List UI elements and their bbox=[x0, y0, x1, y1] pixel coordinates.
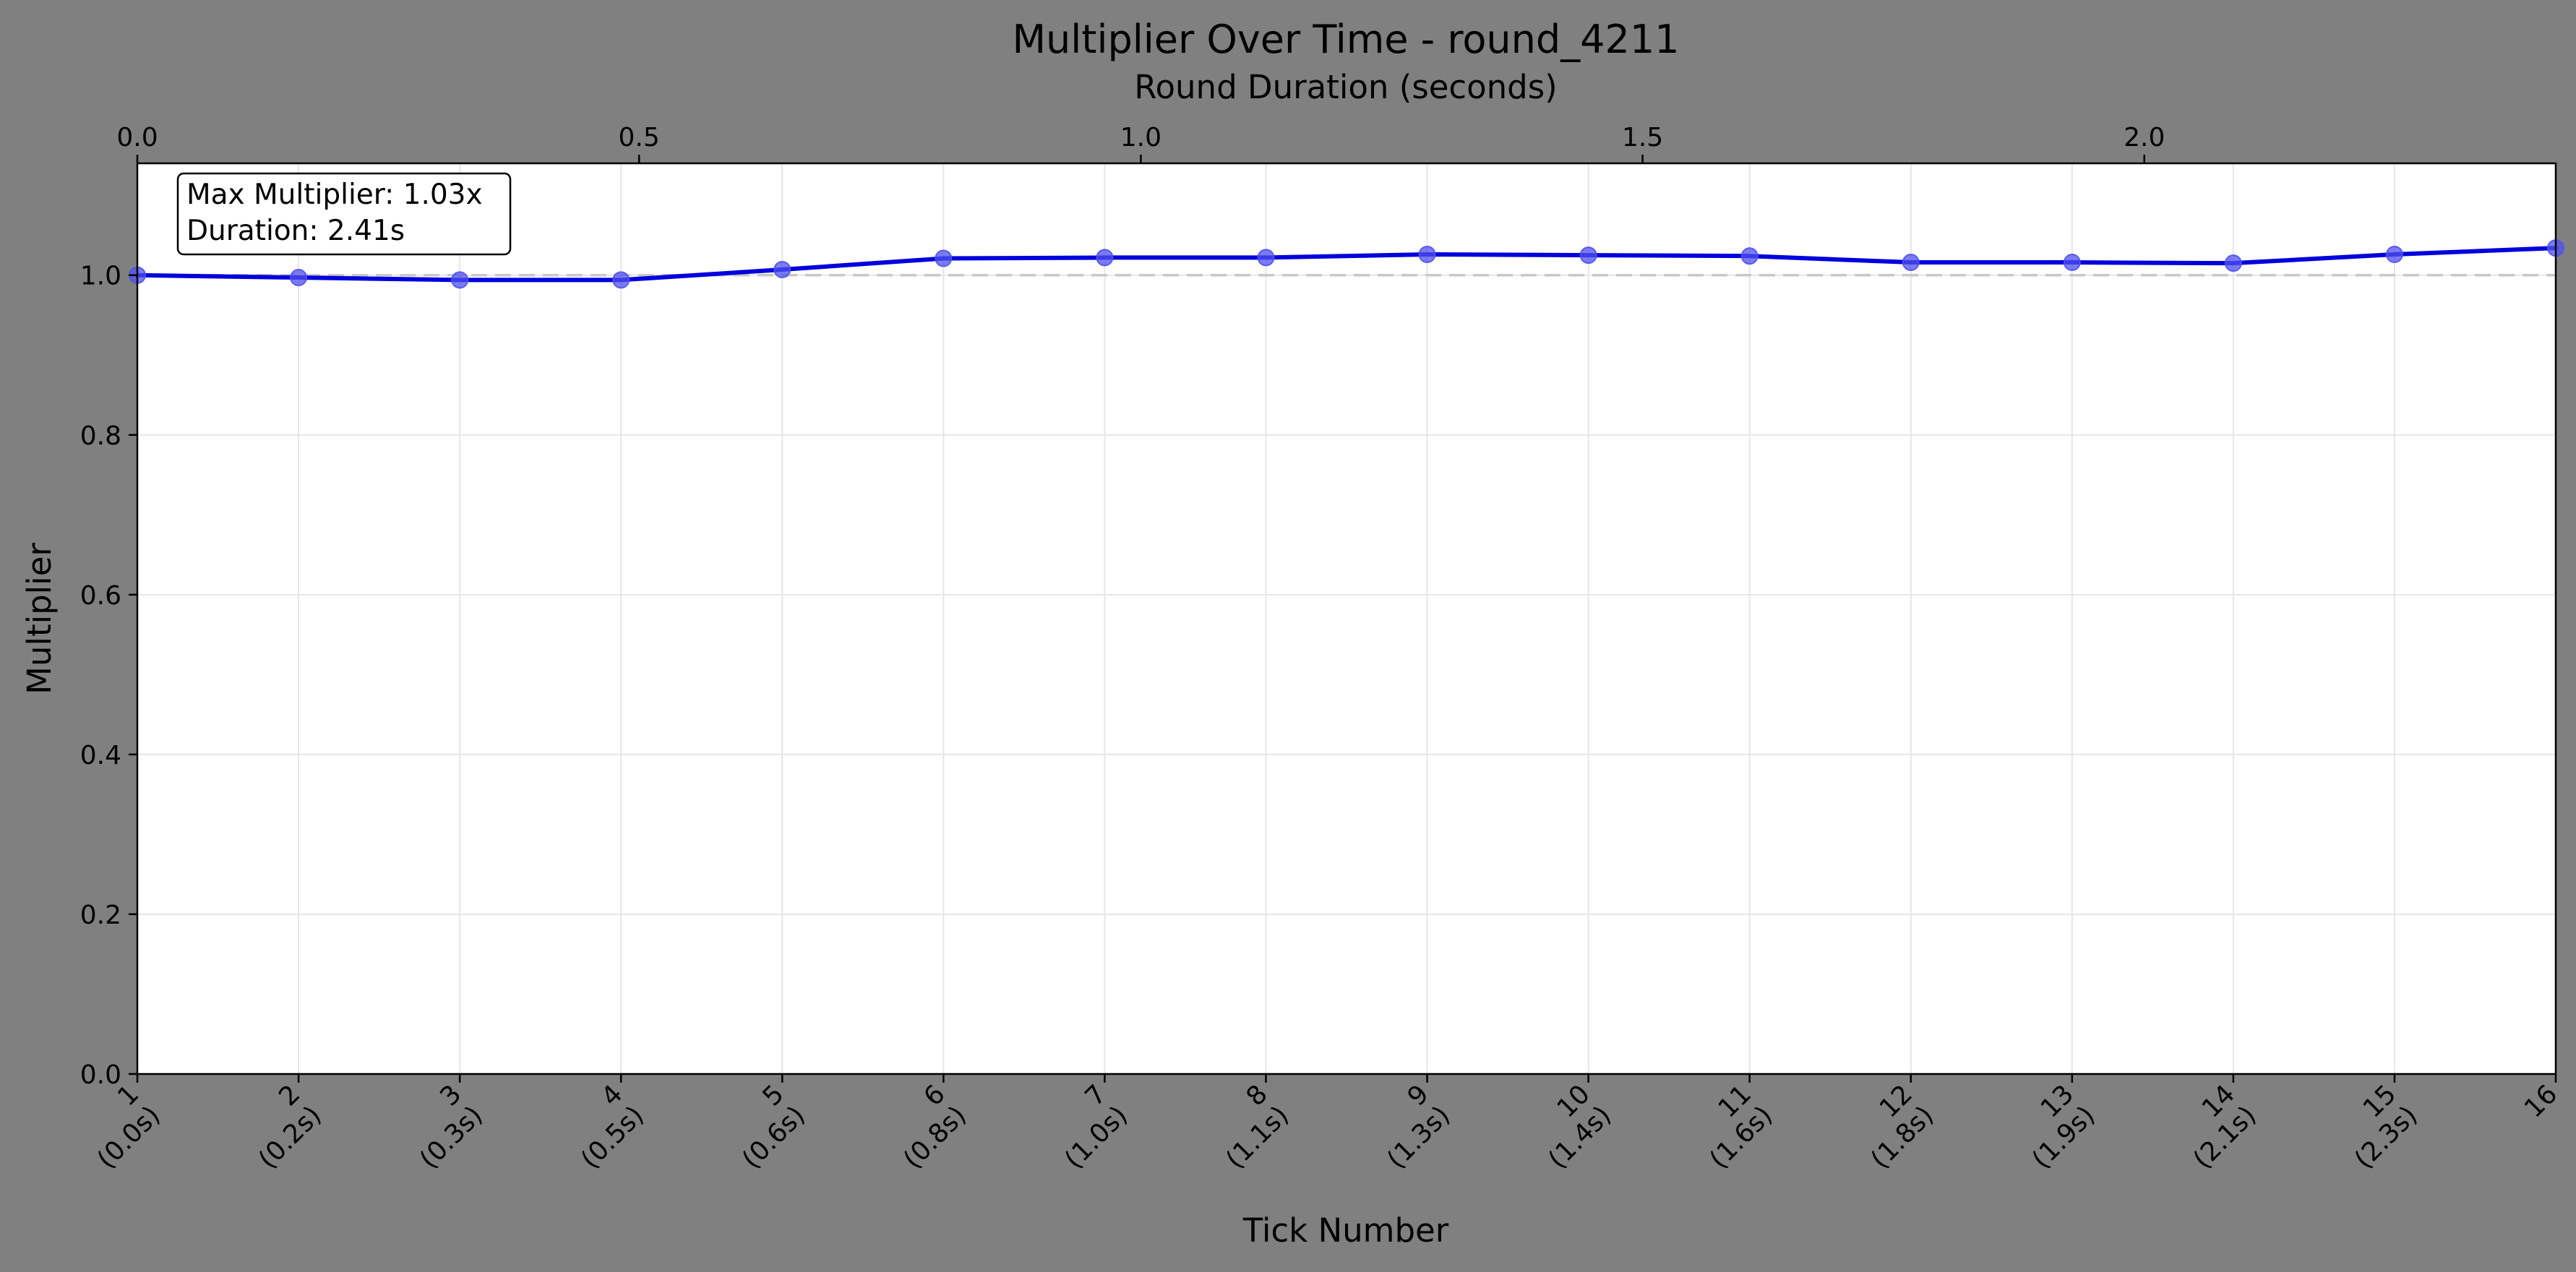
data-point bbox=[612, 271, 630, 289]
series-line bbox=[135, 246, 2558, 283]
data-point bbox=[1579, 246, 1597, 265]
x-tick-label-seconds: (0.8s) bbox=[898, 1101, 972, 1175]
data-point bbox=[290, 269, 308, 287]
x-tick-label: 12(1.8s) bbox=[1844, 1079, 1939, 1174]
x-tick-label: 14(2.1s) bbox=[2167, 1079, 2262, 1174]
top-x-axis-title: Round Duration (seconds) bbox=[1134, 68, 1557, 106]
x-tick-label: 5(0.6s) bbox=[716, 1079, 811, 1174]
annotation-max-multiplier: Max Multiplier: 1.03x bbox=[186, 179, 483, 211]
annotation-box: Max Multiplier: 1.03x Duration: 2.41s bbox=[176, 172, 512, 256]
x-tick-label: 13(1.9s) bbox=[2006, 1079, 2101, 1174]
x-tick-label-seconds: (0.0s) bbox=[92, 1101, 166, 1175]
data-point bbox=[1902, 254, 1920, 272]
data-point bbox=[2224, 254, 2242, 272]
x-tick-label-seconds: (0.5s) bbox=[575, 1101, 650, 1175]
x-tick-label: 15(2.3s) bbox=[2328, 1079, 2423, 1174]
x-tick-label-seconds: (1.1s) bbox=[1220, 1101, 1295, 1175]
x-tick-label-seconds: (0.2s) bbox=[253, 1101, 327, 1175]
y-tick-label: 0.4 bbox=[80, 741, 121, 770]
x-tick-label: 6(0.8s) bbox=[877, 1079, 972, 1174]
data-point bbox=[451, 271, 469, 289]
data-point bbox=[1096, 249, 1114, 267]
top-x-tick-label: 0.0 bbox=[116, 123, 158, 152]
x-tick-label-seconds: (1.0s) bbox=[1059, 1101, 1133, 1175]
y-tick-label: 0.2 bbox=[80, 901, 121, 930]
x-tick-label: 8(1.1s) bbox=[1199, 1079, 1295, 1174]
top-x-tick-label: 0.5 bbox=[619, 123, 660, 152]
y-tick-label: 1.0 bbox=[80, 262, 121, 291]
x-tick-label: 4(0.5s) bbox=[554, 1079, 650, 1174]
x-tick-label: 16 bbox=[2519, 1079, 2563, 1123]
annotation-duration: Duration: 2.41s bbox=[186, 215, 405, 247]
top-x-tick-label: 2.0 bbox=[2124, 123, 2165, 152]
data-point bbox=[1418, 246, 1436, 263]
data-point bbox=[935, 249, 953, 267]
top-x-tick-label: 1.0 bbox=[1120, 123, 1162, 152]
y-tick-label: 0.8 bbox=[80, 421, 121, 451]
x-tick-label: 10(1.4s) bbox=[1521, 1079, 1617, 1174]
x-tick-label-seconds: (0.3s) bbox=[414, 1101, 489, 1175]
x-tick-label-number: 16 bbox=[2519, 1079, 2563, 1123]
x-tick-label: 7(1.0s) bbox=[1038, 1079, 1133, 1174]
data-point bbox=[773, 261, 791, 278]
x-axis-title: Tick Number bbox=[1242, 1211, 1449, 1250]
data-point bbox=[2063, 254, 2081, 272]
x-tick-label: 11(1.6s) bbox=[1683, 1079, 1778, 1174]
data-point bbox=[2385, 246, 2403, 263]
data-point bbox=[1740, 247, 1759, 265]
series-layer bbox=[129, 239, 2564, 289]
plot-area bbox=[137, 163, 2556, 1074]
x-tick-label-seconds: (0.6s) bbox=[737, 1101, 811, 1175]
y-tick-label: 0.0 bbox=[80, 1060, 121, 1090]
x-tick-label: 2(0.2s) bbox=[232, 1079, 327, 1174]
x-tick-label: 1(0.0s) bbox=[71, 1079, 166, 1174]
chart-title: Multiplier Over Time - round_4211 bbox=[1012, 17, 1679, 62]
y-tick-label: 0.6 bbox=[80, 581, 121, 611]
y-axis-title: Multiplier bbox=[20, 543, 59, 695]
top-x-tick-label: 1.5 bbox=[1622, 123, 1663, 152]
x-tick-label-seconds: (1.3s) bbox=[1382, 1101, 1456, 1175]
plot-frame bbox=[136, 162, 2557, 1075]
x-tick-label: 9(1.3s) bbox=[1360, 1079, 1456, 1174]
annotation-frame bbox=[176, 172, 512, 256]
data-point bbox=[1257, 249, 1275, 267]
x-tick-label: 3(0.3s) bbox=[393, 1079, 489, 1174]
